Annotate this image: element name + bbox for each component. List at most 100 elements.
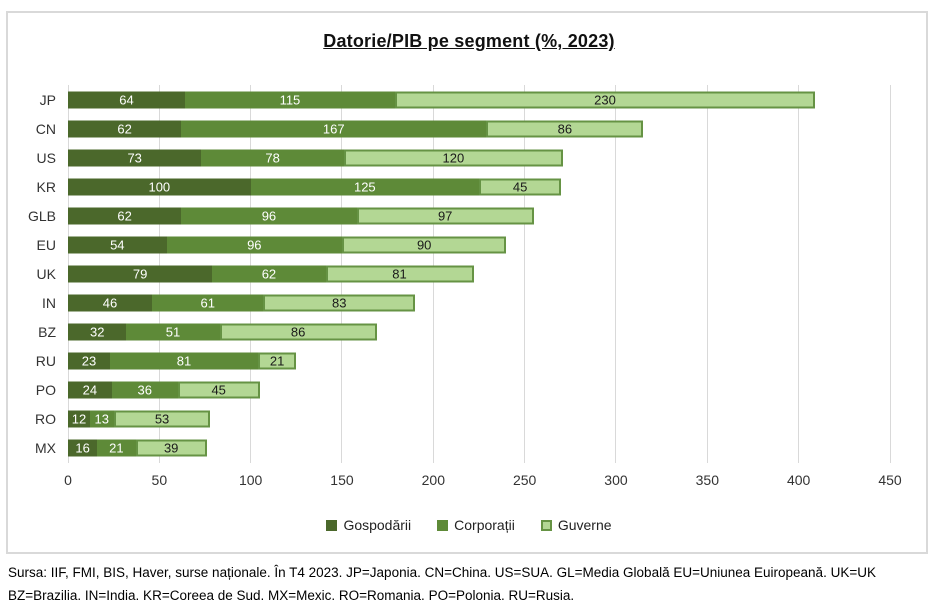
bar-segment: 62 [68,207,182,225]
bar-value-label: 97 [437,208,453,224]
bar-row-cn: CN 62 167 86 [36,114,890,143]
y-category-label: GLB [27,207,56,224]
bar-value-label: 21 [109,440,124,456]
bar-segment: 78 [201,149,344,167]
bar-segment: 100 [68,178,251,196]
bar-value-label: 81 [392,266,407,282]
bar-value-label: 96 [261,208,277,224]
bar-value-label: 12 [71,411,87,427]
bar-segment: 62 [212,265,326,283]
bar-value-label: 62 [261,266,277,282]
source-note-line-2: BZ=Brazilia. IN=India. KR=Coreea de Sud.… [8,588,575,603]
x-tick-label: 50 [151,472,168,488]
gridline [889,85,891,463]
bar-row-bz: BZ 32 51 86 [38,318,890,347]
legend-item-corporatii: Corporații [437,517,515,533]
legend-label-gospodarii: Gospodării [343,517,412,533]
bar-segment: 24 [68,381,112,399]
bar-segment: 12 [68,410,90,428]
bar-segment: 96 [181,207,357,225]
x-tick-label: 400 [786,472,811,488]
legend: Gospodării Corporații Guverne [0,517,938,533]
bar-segment: 83 [263,294,416,312]
bar-value-label: 62 [117,208,132,224]
source-note: Sursa: IIF, FMI, BIS, Haver, surse națio… [8,561,934,607]
legend-swatch-corporatii-icon [437,519,449,531]
bar-segment: 23 [68,352,110,370]
bar-segment: 120 [343,149,563,167]
y-category-label: MX [35,440,56,457]
y-category-label: RU [35,353,56,370]
bar-value-label: 73 [127,150,142,166]
x-tick-label: 150 [330,472,354,488]
bar-row-jp: JP 64 115 230 [40,85,890,114]
bar-segment: 51 [126,323,220,341]
y-category-label: UK [36,265,56,282]
x-tick-label: 450 [878,472,902,488]
bar-segment: 64 [68,91,185,109]
bar-segment: 73 [68,149,202,167]
bar-segment: 167 [181,120,487,138]
bar-value-label: 230 [594,92,616,108]
bar-value-label: 32 [89,324,105,340]
x-tick-label: 100 [238,472,263,488]
bar-value-label: 13 [94,411,109,427]
bar-segment: 13 [89,410,114,428]
bar-segment: 86 [486,120,644,138]
legend-swatch-guverne-icon [540,519,552,531]
y-category-label: CN [35,120,56,137]
bar-value-label: 45 [211,382,226,398]
bar-value-label: 64 [119,92,134,108]
source-note-line-1: Sursa: IIF, FMI, BIS, Haver, surse națio… [8,565,876,580]
bar-segment: 81 [110,352,258,370]
bar-row-kr: KR 100 125 45 [37,172,890,201]
bar-value-label: 96 [247,237,262,253]
bar-row-po: PO 24 36 45 [36,376,890,405]
bar-value-label: 125 [353,179,376,195]
gridline [798,85,800,463]
bar-segment: 79 [68,265,213,283]
bar-row-ro: RO 12 13 53 [35,405,890,434]
gridline [706,85,708,463]
bar-segment: 97 [356,207,534,225]
bar-value-label: 115 [279,92,301,108]
chart-title: Datorie/PIB pe segment (%, 2023) [323,31,615,51]
bar-segment: 21 [257,352,297,370]
bar-value-label: 45 [512,179,528,195]
y-category-label: IN [42,295,56,312]
legend-item-gospodarii: Gospodării [326,517,411,533]
x-tick-label: 300 [604,472,628,488]
legend-label-guverne: Guverne [557,517,612,533]
bar-segment: 39 [135,439,207,457]
bar-value-label: 21 [269,353,285,369]
bar-value-label: 51 [165,324,181,340]
bar-value-label: 36 [137,382,152,398]
y-category-label: EU [36,236,56,253]
bar-value-label: 100 [148,179,171,195]
bar-value-label: 90 [416,237,432,253]
bar-value-label: 23 [81,353,97,369]
legend-label-corporatii: Corporații [454,517,515,533]
bar-value-label: 83 [332,295,347,311]
bar-segment: 125 [250,178,479,196]
bar-row-ru: RU 23 81 21 [36,347,890,376]
bar-value-label: 39 [163,440,179,456]
y-category-label: KR [36,178,56,195]
bar-value-label: 120 [442,150,465,166]
legend-swatch-gospodarii-icon [326,519,338,531]
bar-segment: 230 [394,91,816,109]
y-category-label: US [36,149,56,166]
bar-value-label: 81 [176,353,192,369]
bar-value-label: 53 [154,411,170,427]
bar-value-label: 62 [117,121,132,137]
y-category-label: PO [35,382,56,399]
x-tick-label: 200 [421,472,446,488]
bar-value-label: 24 [82,382,98,398]
plot-area: JP 64 115 230 CN 62 167 86 US 73 78 120 KR 100 125 45 GL… [28,85,891,463]
bar-value-label: 54 [110,237,125,253]
bar-row-in: IN 46 61 83 [42,289,890,318]
bar-segment: 61 [152,294,264,312]
bar-segment: 16 [68,439,98,457]
gridline [615,85,617,463]
